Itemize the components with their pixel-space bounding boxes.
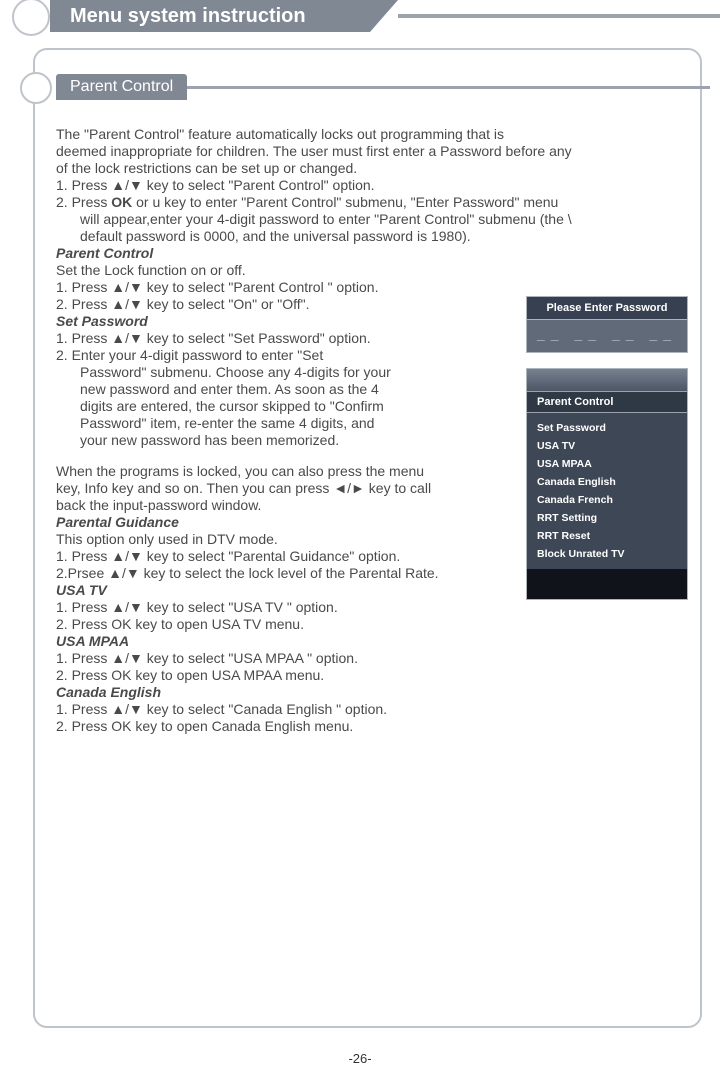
text: 2. Press [56,194,111,210]
section-subheader: Parent Control [56,74,187,100]
menu-item: Set Password [537,419,677,437]
body-line: 2. Press OK key to open USA TV menu. [56,616,556,633]
password-input-slots: __ __ __ __ [527,320,687,352]
body-line: Set the Lock function on or off. [56,262,556,279]
intro-step: 2. Press OK or u key to enter "Parent Co… [56,194,690,211]
parent-control-menu-mockup: Parent Control Set Password USA TV USA M… [526,368,688,600]
body-line: 2. Enter your 4-digit password to enter … [56,347,556,364]
body-line: your new password has been memorized. [56,432,556,449]
menu-item: Canada English [537,473,677,491]
intro-line: The "Parent Control" feature automatical… [56,126,690,143]
narrow-column: Parent Control Set the Lock function on … [56,245,556,735]
body-line: Password" item, re-enter the same 4 digi… [56,415,556,432]
subheader-circle-decoration [20,72,52,104]
page-number: -26- [0,1051,720,1066]
ok-key-label: OK [111,194,132,210]
body-line: 1. Press ▲/▼ key to select "USA TV " opt… [56,599,556,616]
menu-item: USA MPAA [537,455,677,473]
body-line: 1. Press ▲/▼ key to select "USA MPAA " o… [56,650,556,667]
manual-page: Menu system instruction Parent Control T… [0,0,720,1076]
body-line: This option only used in DTV mode. [56,531,556,548]
canada-english-heading: Canada English [56,684,556,701]
body-line: digits are entered, the cursor skipped t… [56,398,556,415]
body-line: 2. Press OK key to open Canada English m… [56,718,556,735]
body-line: 2. Press OK key to open USA MPAA menu. [56,667,556,684]
header-circle-decoration [12,0,50,36]
body-line: 1. Press ▲/▼ key to select "Parent Contr… [56,279,556,296]
usa-tv-heading: USA TV [56,582,556,599]
parent-control-heading: Parent Control [56,245,556,262]
menu-items-list: Set Password USA TV USA MPAA Canada Engl… [527,413,687,569]
page-header: Menu system instruction [50,0,370,32]
body-line: 2.Prsee ▲/▼ key to select the lock level… [56,565,556,582]
body-line: 1. Press ▲/▼ key to select "Canada Engli… [56,701,556,718]
text: or u key to enter "Parent Control" subme… [132,194,558,210]
intro-line: deemed inappropriate for children. The u… [56,143,690,160]
menu-footer-shade [527,569,687,599]
body-line: 1. Press ▲/▼ key to select "Set Password… [56,330,556,347]
menu-item: Block Unrated TV [537,545,677,563]
menu-title: Parent Control [527,391,687,413]
body-line: 2. Press ▲/▼ key to select "On" or "Off"… [56,296,556,313]
body-line: key, Info key and so on. Then you can pr… [56,480,556,497]
usa-mpaa-heading: USA MPAA [56,633,556,650]
body-line: back the input-password window. [56,497,556,514]
menu-item: RRT Reset [537,527,677,545]
parental-guidance-heading: Parental Guidance [56,514,556,531]
body-line: new password and enter them. As soon as … [56,381,556,398]
header-line-decoration [398,14,720,18]
intro-step: will appear,enter your 4-digit password … [56,211,690,228]
menu-item: USA TV [537,437,677,455]
password-dialog-title: Please Enter Password [527,297,687,320]
menu-item: Canada French [537,491,677,509]
body-line: When the programs is locked, you can als… [56,463,556,480]
body-line: 1. Press ▲/▼ key to select "Parental Gui… [56,548,556,565]
intro-step: default password is 0000, and the univer… [56,228,690,245]
menu-top-shade [527,369,687,391]
intro-line: of the lock restrictions can be set up o… [56,160,690,177]
set-password-heading: Set Password [56,313,556,330]
subheader-line-decoration [180,86,710,89]
password-dialog-mockup: Please Enter Password __ __ __ __ [526,296,688,353]
page-title: Menu system instruction [70,5,306,27]
header-slant-decoration [370,0,398,32]
subheader-title: Parent Control [70,78,173,95]
body-line: Password" submenu. Choose any 4-digits f… [56,364,556,381]
menu-item: RRT Setting [537,509,677,527]
intro-step: 1. Press ▲/▼ key to select "Parent Contr… [56,177,690,194]
